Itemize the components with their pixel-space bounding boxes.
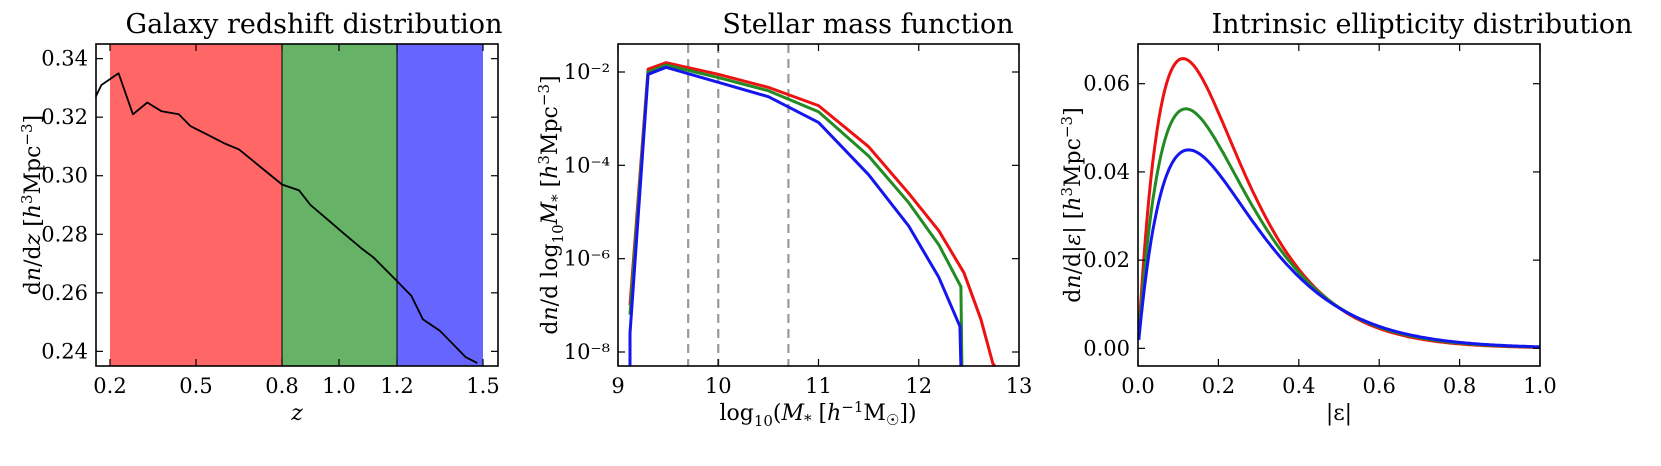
- redshift-panel: Galaxy redshift distribution 0.2 0.5 0.8 1.…: [18, 9, 502, 426]
- x-tick-label: 9: [611, 374, 624, 398]
- x-tick-label: 11: [805, 374, 832, 398]
- redshift-bin-band: [282, 44, 397, 366]
- y-axis-label: dn/dz [h3Mpc−3]: [18, 115, 46, 295]
- mass-function-panel: Stellar mass function 9 10 11 12 13 10⁻² 10⁻⁴ 1…: [535, 9, 1032, 430]
- x-tick-label: 0.5: [179, 374, 212, 398]
- x-tick-label: 1.2: [380, 374, 413, 398]
- x-tick-label: 0.4: [1282, 374, 1315, 398]
- y-tick-label: 10⁻⁶: [564, 247, 610, 271]
- ellipticity-title: Intrinsic ellipticity distribution: [1211, 9, 1632, 40]
- mass-function-curve-0: [628, 61, 997, 367]
- redshift-bin-band: [110, 44, 282, 366]
- mass-function-curve-1: [628, 63, 964, 367]
- x-tick-label: 1.0: [322, 374, 355, 398]
- y-tick-label: 0.34: [41, 47, 88, 71]
- redshift-title: Galaxy redshift distribution: [126, 9, 503, 40]
- y-tick-label: 0.28: [41, 222, 88, 246]
- y-tick-label: 10⁻⁴: [564, 153, 610, 177]
- x-tick-label: 0.8: [1443, 374, 1476, 398]
- axes-frame: [1137, 43, 1541, 367]
- x-tick-label: 1.0: [1523, 374, 1556, 398]
- mass-function-curve-2: [628, 65, 963, 367]
- axes-frame: [617, 43, 1020, 367]
- y-tick-label: 0.26: [41, 281, 88, 305]
- ellipticity-curve-1: [1137, 107, 1540, 349]
- x-tick-label: 0.6: [1362, 374, 1395, 398]
- mass-function-title: Stellar mass function: [722, 9, 1013, 40]
- x-axis-label: log10(M* [h−1M☉]): [719, 398, 916, 430]
- y-tick-label: 0.00: [1083, 336, 1130, 360]
- y-axis-label: dn/d|ε| [h3Mpc−3]: [1058, 107, 1086, 302]
- axes-frame: [95, 43, 499, 367]
- x-axis-label: |ε|: [1326, 401, 1352, 426]
- x-tick-label: 0.2: [93, 374, 126, 398]
- y-tick-label: 10⁻²: [564, 60, 610, 84]
- y-axis-label: dn/d log10M* [h3Mpc−3]: [535, 75, 567, 334]
- y-tick-label: 0.02: [1083, 248, 1130, 272]
- x-axis-label: z: [290, 401, 303, 426]
- redshift-curve: [94, 72, 478, 364]
- x-tick-label: 10: [705, 374, 732, 398]
- y-tick-label: 10⁻⁸: [564, 340, 610, 364]
- ellipticity-curve-2: [1137, 148, 1540, 349]
- y-tick-label: 0.32: [41, 105, 88, 129]
- x-tick-label: 0.2: [1202, 374, 1235, 398]
- y-tick-label: 0.06: [1083, 72, 1130, 96]
- x-tick-label: 13: [1006, 374, 1033, 398]
- ellipticity-curve-0: [1137, 57, 1540, 349]
- y-tick-label: 0.30: [41, 164, 88, 188]
- x-tick-label: 0.0: [1121, 374, 1154, 398]
- y-tick-label: 0.04: [1083, 160, 1130, 184]
- x-tick-label: 0.8: [265, 374, 298, 398]
- x-tick-label: 1.5: [466, 374, 499, 398]
- redshift-bin-band: [397, 44, 483, 366]
- ellipticity-panel: Intrinsic ellipticity distribution 0.0 0.…: [1058, 9, 1633, 426]
- y-tick-label: 0.24: [41, 339, 88, 363]
- x-tick-label: 12: [905, 374, 932, 398]
